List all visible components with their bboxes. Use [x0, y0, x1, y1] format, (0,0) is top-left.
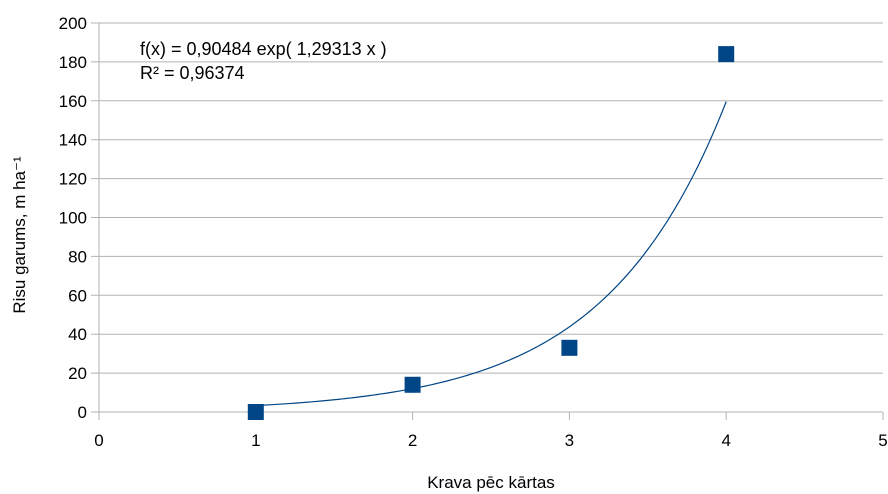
x-tick-label: 3 [565, 431, 574, 450]
data-point [247, 404, 264, 420]
trendline-equation: f(x) = 0,90484 exp( 1,29313 x ) [140, 39, 387, 59]
trendline [255, 101, 727, 407]
data-points [247, 46, 735, 420]
y-axis-title: Risu garums, m ha⁻¹ [10, 156, 29, 314]
gridlines [91, 22, 883, 413]
y-tick-label: 40 [68, 325, 87, 344]
y-tick-label: 80 [68, 247, 87, 266]
x-tick-label: 0 [94, 431, 103, 450]
data-point [404, 376, 421, 393]
y-tick-label: 60 [68, 286, 87, 305]
y-tick-label: 100 [59, 209, 87, 228]
x-axis-title: Krava pēc kārtas [427, 473, 555, 492]
y-tick-label: 200 [59, 14, 87, 33]
x-tick-label: 1 [251, 431, 260, 450]
y-tick-label: 140 [59, 131, 87, 150]
y-axis-tick-labels: 0 20 40 60 80 100 120 140 160 180 200 [59, 14, 87, 422]
y-tick-label: 0 [78, 403, 87, 422]
r-squared-label: R² = 0,96374 [140, 63, 245, 83]
y-tick-label: 20 [68, 364, 87, 383]
x-tick-label: 5 [878, 431, 887, 450]
y-tick-label: 180 [59, 53, 87, 72]
data-point [718, 46, 735, 63]
x-axis-tick-labels: 0 1 2 3 4 5 [94, 431, 887, 450]
data-point [561, 339, 578, 356]
x-tick-label: 2 [408, 431, 417, 450]
y-tick-label: 120 [59, 170, 87, 189]
x-tick-label: 4 [721, 431, 730, 450]
y-tick-label: 160 [59, 92, 87, 111]
